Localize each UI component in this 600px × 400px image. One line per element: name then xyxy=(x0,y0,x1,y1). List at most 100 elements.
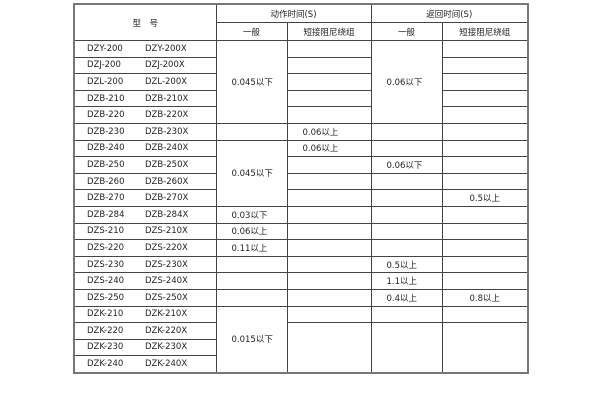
model-name-x: DZB-270X xyxy=(145,193,189,204)
model-cell: DZS-240 DZS-240X xyxy=(73,272,217,290)
act-general-cell: 0.06以上 xyxy=(215,222,288,241)
act-general-cell: 0.045以下 xyxy=(215,40,288,124)
table-row: DZY-200 DZY-200X 0.045以下 0.06以下 xyxy=(73,40,529,124)
act-short-cell xyxy=(286,288,372,307)
ret-short-cell xyxy=(441,172,529,191)
model-cell: DZB-260 DZB-260X xyxy=(73,172,217,191)
ret-short-cell xyxy=(441,156,529,174)
act-general-cell: 0.045以下 xyxy=(215,139,288,207)
ret-short-cell: 0.8以上 xyxy=(441,288,529,307)
model-name-x: DZS-220X xyxy=(145,242,188,253)
table-row: DZB-284 DZB-284X 0.03以下 xyxy=(73,205,529,224)
table-row: DZK-240 DZK-240X xyxy=(73,355,528,374)
table-row: DZK-210 DZK-210X 0.015以下 xyxy=(73,305,529,374)
model-name-x: DZK-230X xyxy=(145,342,188,353)
table-row: DZS-220 DZS-220X 0.11以上 xyxy=(73,239,529,257)
model-name: DZS-210 xyxy=(87,226,125,237)
act-general-cell: 0.03以下 xyxy=(215,205,288,224)
model-name-x: DZK-220X xyxy=(145,325,188,336)
act-general-cell xyxy=(215,122,288,141)
table-row: DZS-250 DZS-250X 0.4以上 0.8以上 xyxy=(73,288,529,307)
model-name: DZS-220 xyxy=(87,242,125,253)
act-short-cell xyxy=(286,156,372,174)
act-short-cell xyxy=(286,40,372,58)
model-name-x: DZY-200X xyxy=(145,43,187,54)
model-cell: DZB-284 DZB-284X xyxy=(73,205,217,224)
table-row: DZJ-200 DZJ-200X xyxy=(73,56,529,75)
model-cell: DZB-230 DZB-230X xyxy=(73,122,217,141)
act-short-cell xyxy=(286,89,372,108)
ret-general-cell xyxy=(370,122,443,141)
header-return-general: 一般 xyxy=(370,22,443,41)
model-name: DZJ-200 xyxy=(87,60,121,71)
table-body: DZY-200 DZY-200X 0.045以下 0.06以下 DZJ-200 DZJ-2… xyxy=(73,40,529,374)
model-name-x: DZS-210X xyxy=(145,226,188,237)
model-name-x: DZB-260X xyxy=(145,176,189,187)
model-name-x: DZJ-200X xyxy=(145,60,185,71)
model-name-x: DZS-230X xyxy=(145,259,188,270)
model-name-x: DZB-284X xyxy=(145,209,189,220)
model-name-x: DZK-240X xyxy=(145,359,188,370)
model-name-x: DZB-240X xyxy=(145,143,189,154)
table-row: DZS-210 DZS-210X 0.06以上 xyxy=(73,222,529,241)
ret-general-cell: 0.06以下 xyxy=(370,156,443,174)
ret-short-cell xyxy=(441,56,529,75)
act-short-cell xyxy=(286,272,372,290)
act-general-cell xyxy=(215,272,288,290)
act-general-cell: 0.11以上 xyxy=(215,239,288,257)
table-row: DZB-210 DZB-210X xyxy=(73,89,529,108)
act-short-cell: 0.06以上 xyxy=(286,139,372,158)
header-return-short-damping: 短接阻尼绕组 xyxy=(441,22,529,41)
model-name: DZK-240 xyxy=(87,359,124,370)
model-name-x: DZB-220X xyxy=(145,110,189,121)
model-name: DZB-284 xyxy=(87,209,125,220)
ret-general-cell xyxy=(370,222,443,241)
model-name: DZB-250 xyxy=(87,159,125,170)
act-short-cell xyxy=(286,73,372,91)
table-row: DZB-220 DZB-220X xyxy=(73,106,529,124)
model-cell: DZB-220 DZB-220X xyxy=(73,106,217,124)
ret-general-cell: 1.1以上 xyxy=(370,272,443,290)
model-cell: DZK-230 DZK-230X xyxy=(73,338,217,357)
model-name: DZL-200 xyxy=(87,76,124,87)
relay-timing-table: 型 号 动作时间(S) 返回时间(S) 一般 短接阻尼绕组 一般 短接阻尼绕组 … xyxy=(73,3,529,374)
ret-general-cell: 0.06以下 xyxy=(370,40,443,124)
model-cell: DZL-200 DZL-200X xyxy=(73,73,217,91)
ret-general-cell xyxy=(370,139,443,158)
model-cell: DZS-220 DZS-220X xyxy=(73,239,217,257)
act-short-cell xyxy=(286,205,372,224)
ret-short-cell xyxy=(441,239,529,257)
header-return-time: 返回时间(S) xyxy=(370,3,529,23)
act-short-cell xyxy=(286,222,372,241)
ret-short-cell xyxy=(441,122,529,141)
model-name-x: DZS-250X xyxy=(145,292,188,303)
act-short-cell xyxy=(286,172,372,191)
model-cell: DZK-240 DZK-240X xyxy=(73,355,217,374)
table-row: DZS-240 DZS-240X 1.1以上 xyxy=(73,272,529,290)
model-name: DZB-260 xyxy=(87,176,125,187)
ret-general-cell xyxy=(370,305,443,324)
act-short-cell xyxy=(286,322,372,374)
table-row: DZB-240 DZB-240X 0.045以下 0.06以上 xyxy=(73,139,529,207)
header-action-time: 动作时间(S) xyxy=(215,3,372,23)
table-row: DZB-260 DZB-260X xyxy=(73,172,529,191)
ret-general-cell xyxy=(370,172,443,191)
table-row: DZB-250 DZB-250X 0.06以下 xyxy=(73,156,529,174)
model-name: DZK-220 xyxy=(87,325,124,336)
ret-short-cell xyxy=(441,205,529,224)
model-name: DZB-210 xyxy=(87,93,125,104)
ret-short-cell xyxy=(441,89,529,108)
table-row: DZB-230 DZB-230X 0.06以上 xyxy=(73,122,529,141)
model-name: DZB-270 xyxy=(87,193,125,204)
ret-general-cell xyxy=(370,322,443,374)
model-cell: DZB-210 DZB-210X xyxy=(73,89,217,108)
model-cell: DZY-200 DZY-200X xyxy=(73,40,217,58)
ret-short-cell xyxy=(441,255,529,274)
act-short-cell xyxy=(286,305,372,324)
model-name-x: DZL-200X xyxy=(145,76,188,87)
ret-short-cell xyxy=(441,222,529,241)
header-action-general: 一般 xyxy=(215,22,288,41)
ret-short-cell xyxy=(441,272,529,290)
table-row: DZL-200 DZL-200X xyxy=(73,73,529,91)
ret-short-cell: 0.5以上 xyxy=(441,189,529,207)
